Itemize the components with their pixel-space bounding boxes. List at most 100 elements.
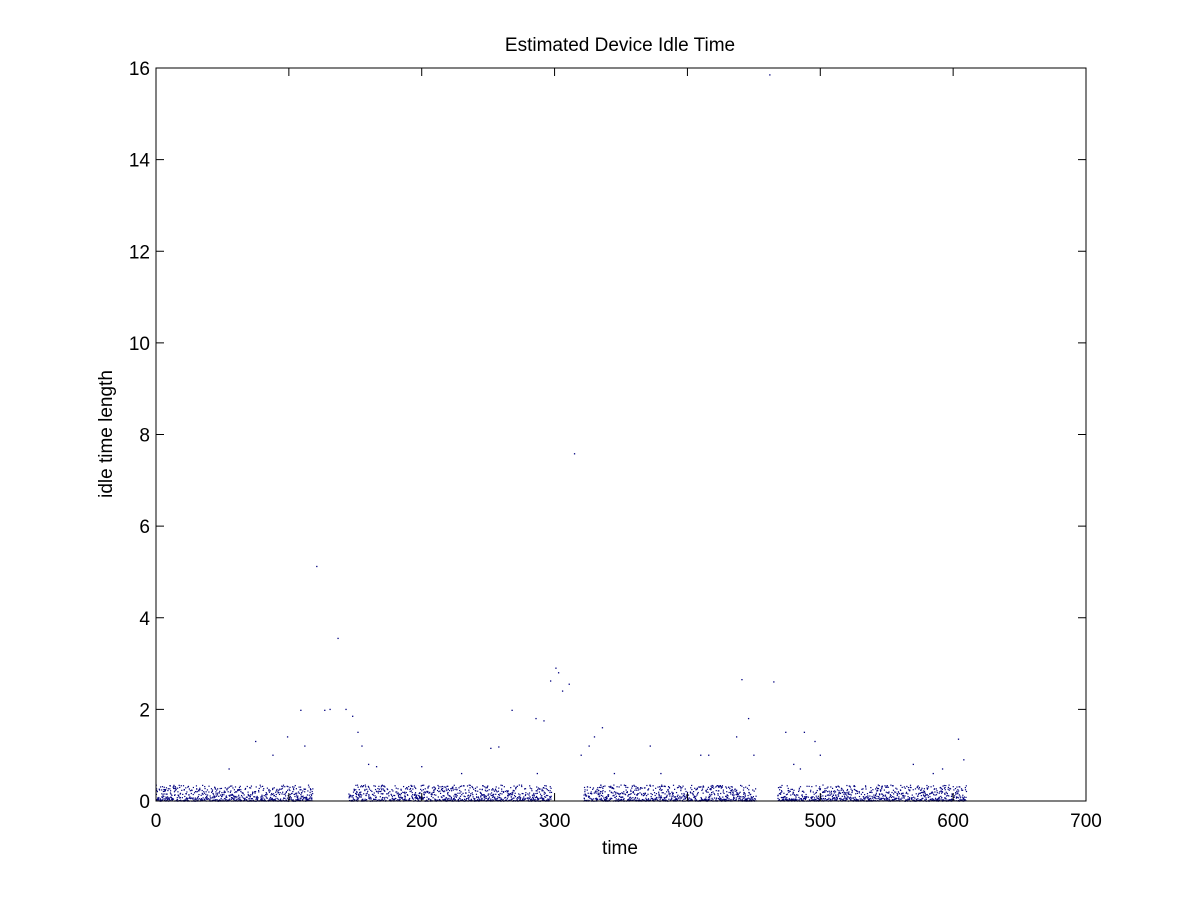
data-point [219, 787, 221, 790]
data-point [830, 790, 833, 792]
data-point [865, 786, 867, 788]
data-point [678, 785, 680, 787]
data-point [407, 799, 409, 801]
data-point [750, 793, 752, 795]
data-point [345, 708, 347, 711]
data-point [926, 784, 928, 787]
data-point [856, 792, 859, 794]
data-point [717, 793, 719, 795]
data-point [417, 798, 419, 800]
data-point [431, 793, 433, 796]
data-point [404, 797, 406, 799]
data-point [917, 785, 919, 787]
data-point [587, 795, 590, 797]
data-point [942, 799, 944, 801]
data-point [591, 799, 593, 801]
data-point [375, 797, 377, 799]
data-point [375, 796, 377, 798]
data-point [277, 791, 279, 794]
data-point [270, 798, 272, 801]
data-point [950, 795, 953, 798]
data-point [357, 786, 359, 788]
data-point [917, 798, 919, 800]
data-point [785, 731, 787, 733]
data-point [688, 797, 691, 799]
data-point [185, 787, 187, 789]
data-point [615, 791, 617, 793]
data-point [300, 789, 302, 791]
data-point [913, 799, 915, 801]
data-point [227, 791, 229, 793]
data-point [864, 798, 866, 800]
data-point [904, 787, 906, 789]
data-point [310, 795, 313, 797]
data-point [615, 793, 617, 795]
data-point [936, 792, 938, 794]
data-point [460, 791, 462, 793]
data-point [400, 789, 402, 791]
data-point [261, 785, 264, 787]
data-point [791, 799, 793, 801]
data-point [642, 798, 644, 801]
data-point [408, 799, 411, 801]
data-point [834, 791, 837, 793]
data-point [300, 793, 302, 796]
data-point [284, 795, 287, 797]
data-point [661, 784, 663, 786]
data-point [353, 789, 356, 791]
data-point [706, 799, 708, 801]
data-point [882, 797, 884, 799]
data-point [862, 788, 864, 790]
data-point [944, 792, 946, 795]
data-point [837, 794, 839, 796]
data-point [368, 796, 370, 798]
data-point [898, 793, 900, 795]
data-point [965, 796, 967, 798]
data-point [238, 786, 241, 789]
data-point [919, 792, 921, 795]
data-point [901, 786, 903, 789]
data-point [492, 789, 494, 791]
data-point [934, 791, 936, 793]
data-point [284, 797, 286, 799]
data-point [633, 798, 635, 801]
data-point [660, 789, 662, 792]
data-point [222, 799, 224, 801]
data-point [369, 798, 371, 800]
data-point [497, 796, 499, 798]
data-point [355, 789, 357, 791]
data-point [185, 798, 187, 800]
data-point [206, 794, 209, 796]
data-point [821, 799, 823, 801]
data-point [629, 796, 631, 798]
data-point [491, 789, 493, 791]
data-point [834, 799, 836, 801]
data-point [866, 797, 868, 799]
data-point [232, 798, 235, 800]
data-point [622, 793, 624, 795]
data-point [260, 786, 262, 788]
data-point [711, 786, 713, 788]
data-point [238, 799, 240, 801]
data-point [273, 799, 276, 801]
data-point [685, 790, 687, 793]
data-point [778, 798, 780, 801]
data-point [474, 798, 476, 800]
data-point [627, 799, 629, 801]
data-point [165, 793, 167, 795]
data-point [451, 799, 454, 802]
data-point [484, 796, 486, 798]
data-point [927, 787, 929, 789]
data-point [409, 790, 411, 793]
data-point [382, 785, 385, 787]
data-point [596, 790, 598, 792]
data-point [679, 786, 682, 788]
data-point [589, 797, 591, 799]
data-point [847, 792, 849, 795]
data-point [440, 786, 442, 788]
data-point [288, 797, 290, 799]
data-point [184, 799, 187, 801]
data-point [161, 796, 163, 798]
data-point [236, 798, 238, 800]
data-point [748, 784, 750, 787]
